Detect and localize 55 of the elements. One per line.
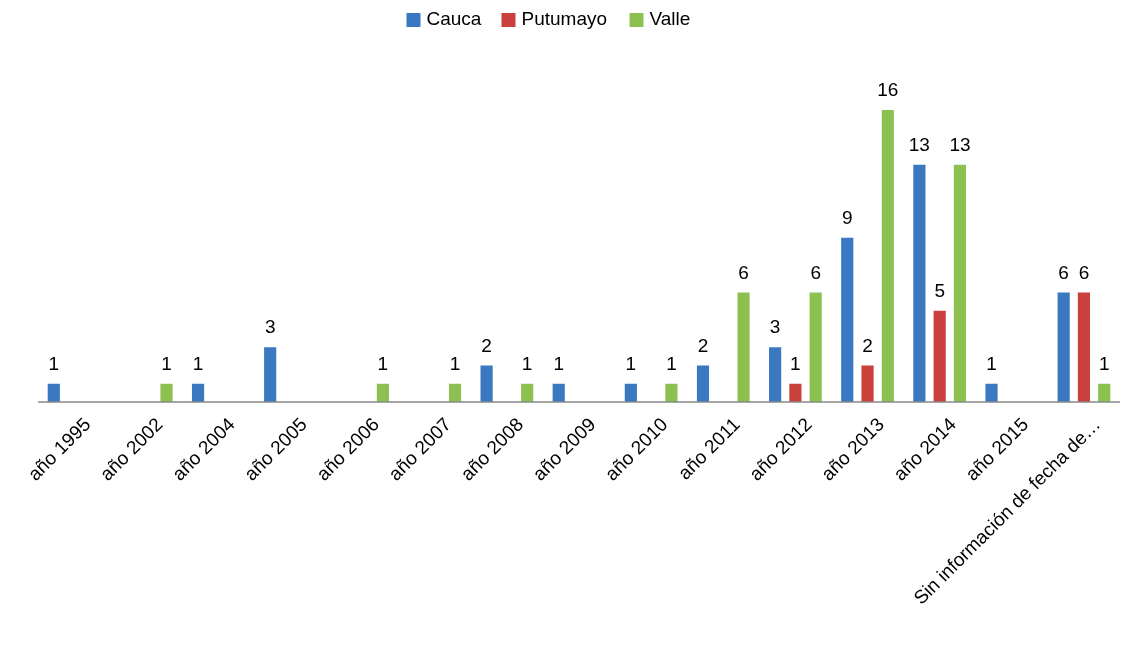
data-label: 5	[934, 279, 945, 301]
data-label: 13	[908, 133, 930, 155]
bar	[521, 383, 534, 402]
data-label: 1	[666, 352, 677, 374]
legend-label: Cauca	[426, 8, 482, 30]
data-label: 1	[986, 352, 997, 374]
bar	[953, 164, 967, 402]
data-label: 6	[810, 261, 821, 283]
bar	[191, 383, 205, 402]
data-label: 6	[1078, 261, 1090, 283]
bar	[1057, 292, 1070, 402]
data-label: 1	[377, 352, 389, 374]
bar	[624, 383, 637, 402]
bar	[1077, 292, 1091, 402]
bar	[737, 292, 750, 402]
data-label: 2	[862, 334, 873, 356]
data-label: 16	[877, 79, 899, 100]
data-label: 6	[1058, 261, 1069, 283]
data-label: 1	[48, 352, 60, 374]
bar	[665, 383, 678, 402]
bar	[881, 110, 894, 402]
data-label: 1	[192, 352, 204, 374]
bar	[376, 383, 389, 402]
bar	[160, 383, 173, 402]
data-label: 2	[697, 334, 709, 356]
bar	[769, 347, 782, 402]
bar	[861, 365, 874, 402]
data-label: 2	[481, 334, 492, 356]
bar	[552, 383, 565, 402]
bar	[933, 310, 946, 402]
bar	[47, 383, 60, 402]
bar	[480, 365, 493, 402]
data-label: 1	[790, 352, 801, 374]
data-label: 1	[521, 352, 533, 374]
data-label: 1	[449, 352, 461, 374]
legend-label: Putumayo	[521, 8, 608, 30]
bar	[809, 292, 822, 402]
legend-label: Valle	[649, 8, 691, 30]
data-label: 6	[738, 261, 749, 283]
bar	[841, 237, 854, 402]
bar	[913, 164, 926, 402]
data-label: 3	[264, 316, 276, 338]
bar	[696, 365, 710, 402]
data-label: 1	[161, 352, 172, 374]
bar	[264, 347, 277, 402]
bar	[789, 383, 802, 402]
data-label: 13	[949, 133, 971, 155]
data-label: 1	[553, 352, 564, 374]
data-label: 1	[625, 352, 637, 374]
data-label: 1	[1098, 352, 1110, 374]
bar	[1098, 383, 1111, 402]
bar	[448, 383, 462, 402]
data-label: 9	[841, 206, 853, 228]
bar	[985, 383, 998, 402]
data-label: 3	[769, 316, 781, 338]
